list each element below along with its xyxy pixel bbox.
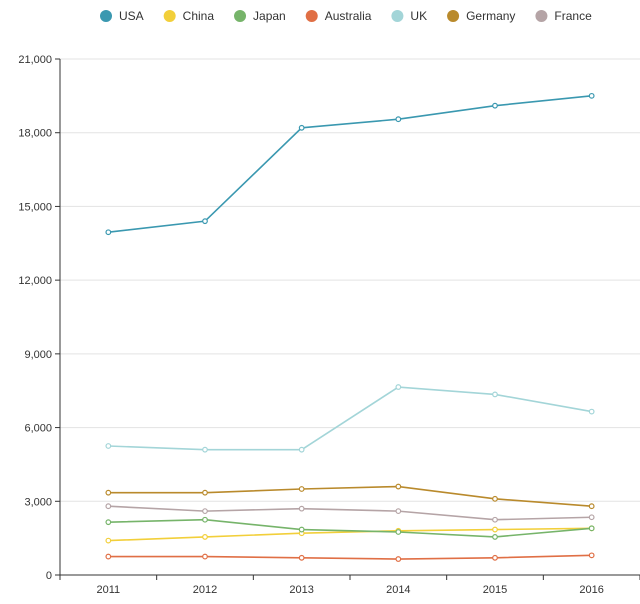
axes: 0 3,000 6,000 9,000 12,000 15,000 18,000 21,000… [18,54,640,596]
data-point-china [202,534,208,540]
data-point-germany [395,483,402,490]
x-tick-label: 2013 [289,584,313,596]
x-tick-label: 2014 [386,584,410,596]
legend-item-japan[interactable]: Japan [234,9,286,23]
y-tick-label: 15,000 [18,201,52,213]
data-point-china [105,537,112,544]
legend-item-uk[interactable]: UK [391,9,427,23]
data-point-usa [202,218,208,225]
legend-item-china[interactable]: China [163,9,215,23]
y-tick-label: 6,000 [24,423,52,435]
series-line-germany [108,485,592,507]
data-point-usa [395,116,402,123]
data-point-usa [298,124,305,131]
series-line-usa [108,95,592,234]
series-australia [105,552,595,562]
data-point-germany [202,489,208,496]
data-point-australia [492,554,498,561]
legend-item-usa[interactable]: USA [100,9,144,23]
data-point-uk [298,446,305,453]
y-tick-label: 21,000 [18,54,52,66]
y-tick-label: 3,000 [24,496,52,508]
series-line-australia [108,554,592,560]
series-germany [105,483,595,510]
legend: USA China Japan Australia UK Germany France [100,9,592,23]
legend-swatch [100,10,112,22]
legend-swatch [535,10,548,22]
data-point-china [492,526,498,533]
x-tick-label: 2012 [193,584,217,596]
data-point-australia [202,553,208,560]
series-line-france [108,505,592,521]
y-tick-label: 9,000 [24,349,52,361]
data-point-japan [298,526,305,533]
x-tick-label: 2016 [579,584,603,596]
legend-label: UK [410,9,427,23]
data-point-australia [105,553,112,560]
data-point-germany [298,486,305,492]
data-point-france [588,514,595,521]
y-tick-label: 18,000 [18,128,52,140]
data-point-uk [202,446,208,453]
legend-swatch [163,10,176,22]
gridlines [60,58,640,502]
data-point-uk [105,443,112,449]
series-france [105,503,595,523]
data-point-uk [395,384,402,390]
legend-label: Australia [325,9,372,23]
series-japan [105,516,595,540]
data-point-france [105,503,112,510]
series-line-japan [108,518,592,538]
x-tick-label: 2015 [483,584,507,596]
data-point-uk [588,408,595,415]
legend-label: China [183,9,215,23]
y-tick-label: 0 [46,570,52,582]
data-point-japan [202,516,208,523]
data-point-germany [105,489,112,496]
legend-label: France [554,9,592,23]
data-point-japan [492,534,498,540]
data-point-australia [298,554,305,561]
legend-item-france[interactable]: France [535,9,592,23]
data-point-france [395,508,402,515]
data-point-australia [588,552,595,559]
legend-swatch [391,10,404,22]
legend-swatch [305,10,318,22]
data-point-japan [588,525,595,532]
data-point-germany [492,495,498,502]
legend-label: Japan [253,9,286,23]
data-point-germany [588,503,595,510]
data-point-australia [395,556,402,562]
legend-item-australia[interactable]: Australia [305,9,372,23]
data-point-france [492,516,498,523]
data-point-japan [105,519,112,526]
legend-swatch [234,10,247,22]
data-point-usa [105,229,112,236]
legend-swatch [447,10,460,22]
data-point-usa [492,102,498,109]
x-tick-label: 2011 [97,584,121,596]
legend-item-germany[interactable]: Germany [447,9,515,23]
data-point-uk [492,391,498,398]
data-point-usa [588,92,595,99]
legend-label: Germany [466,9,515,23]
series-usa [105,92,595,236]
data-point-japan [395,529,402,535]
data-point-france [298,505,305,512]
data-point-france [202,508,208,515]
series-uk [105,384,595,453]
series-line-uk [108,386,592,451]
legend-label: USA [119,9,144,23]
series-lines [105,92,595,562]
y-tick-label: 12,000 [18,275,52,287]
series-line-china [108,527,592,542]
